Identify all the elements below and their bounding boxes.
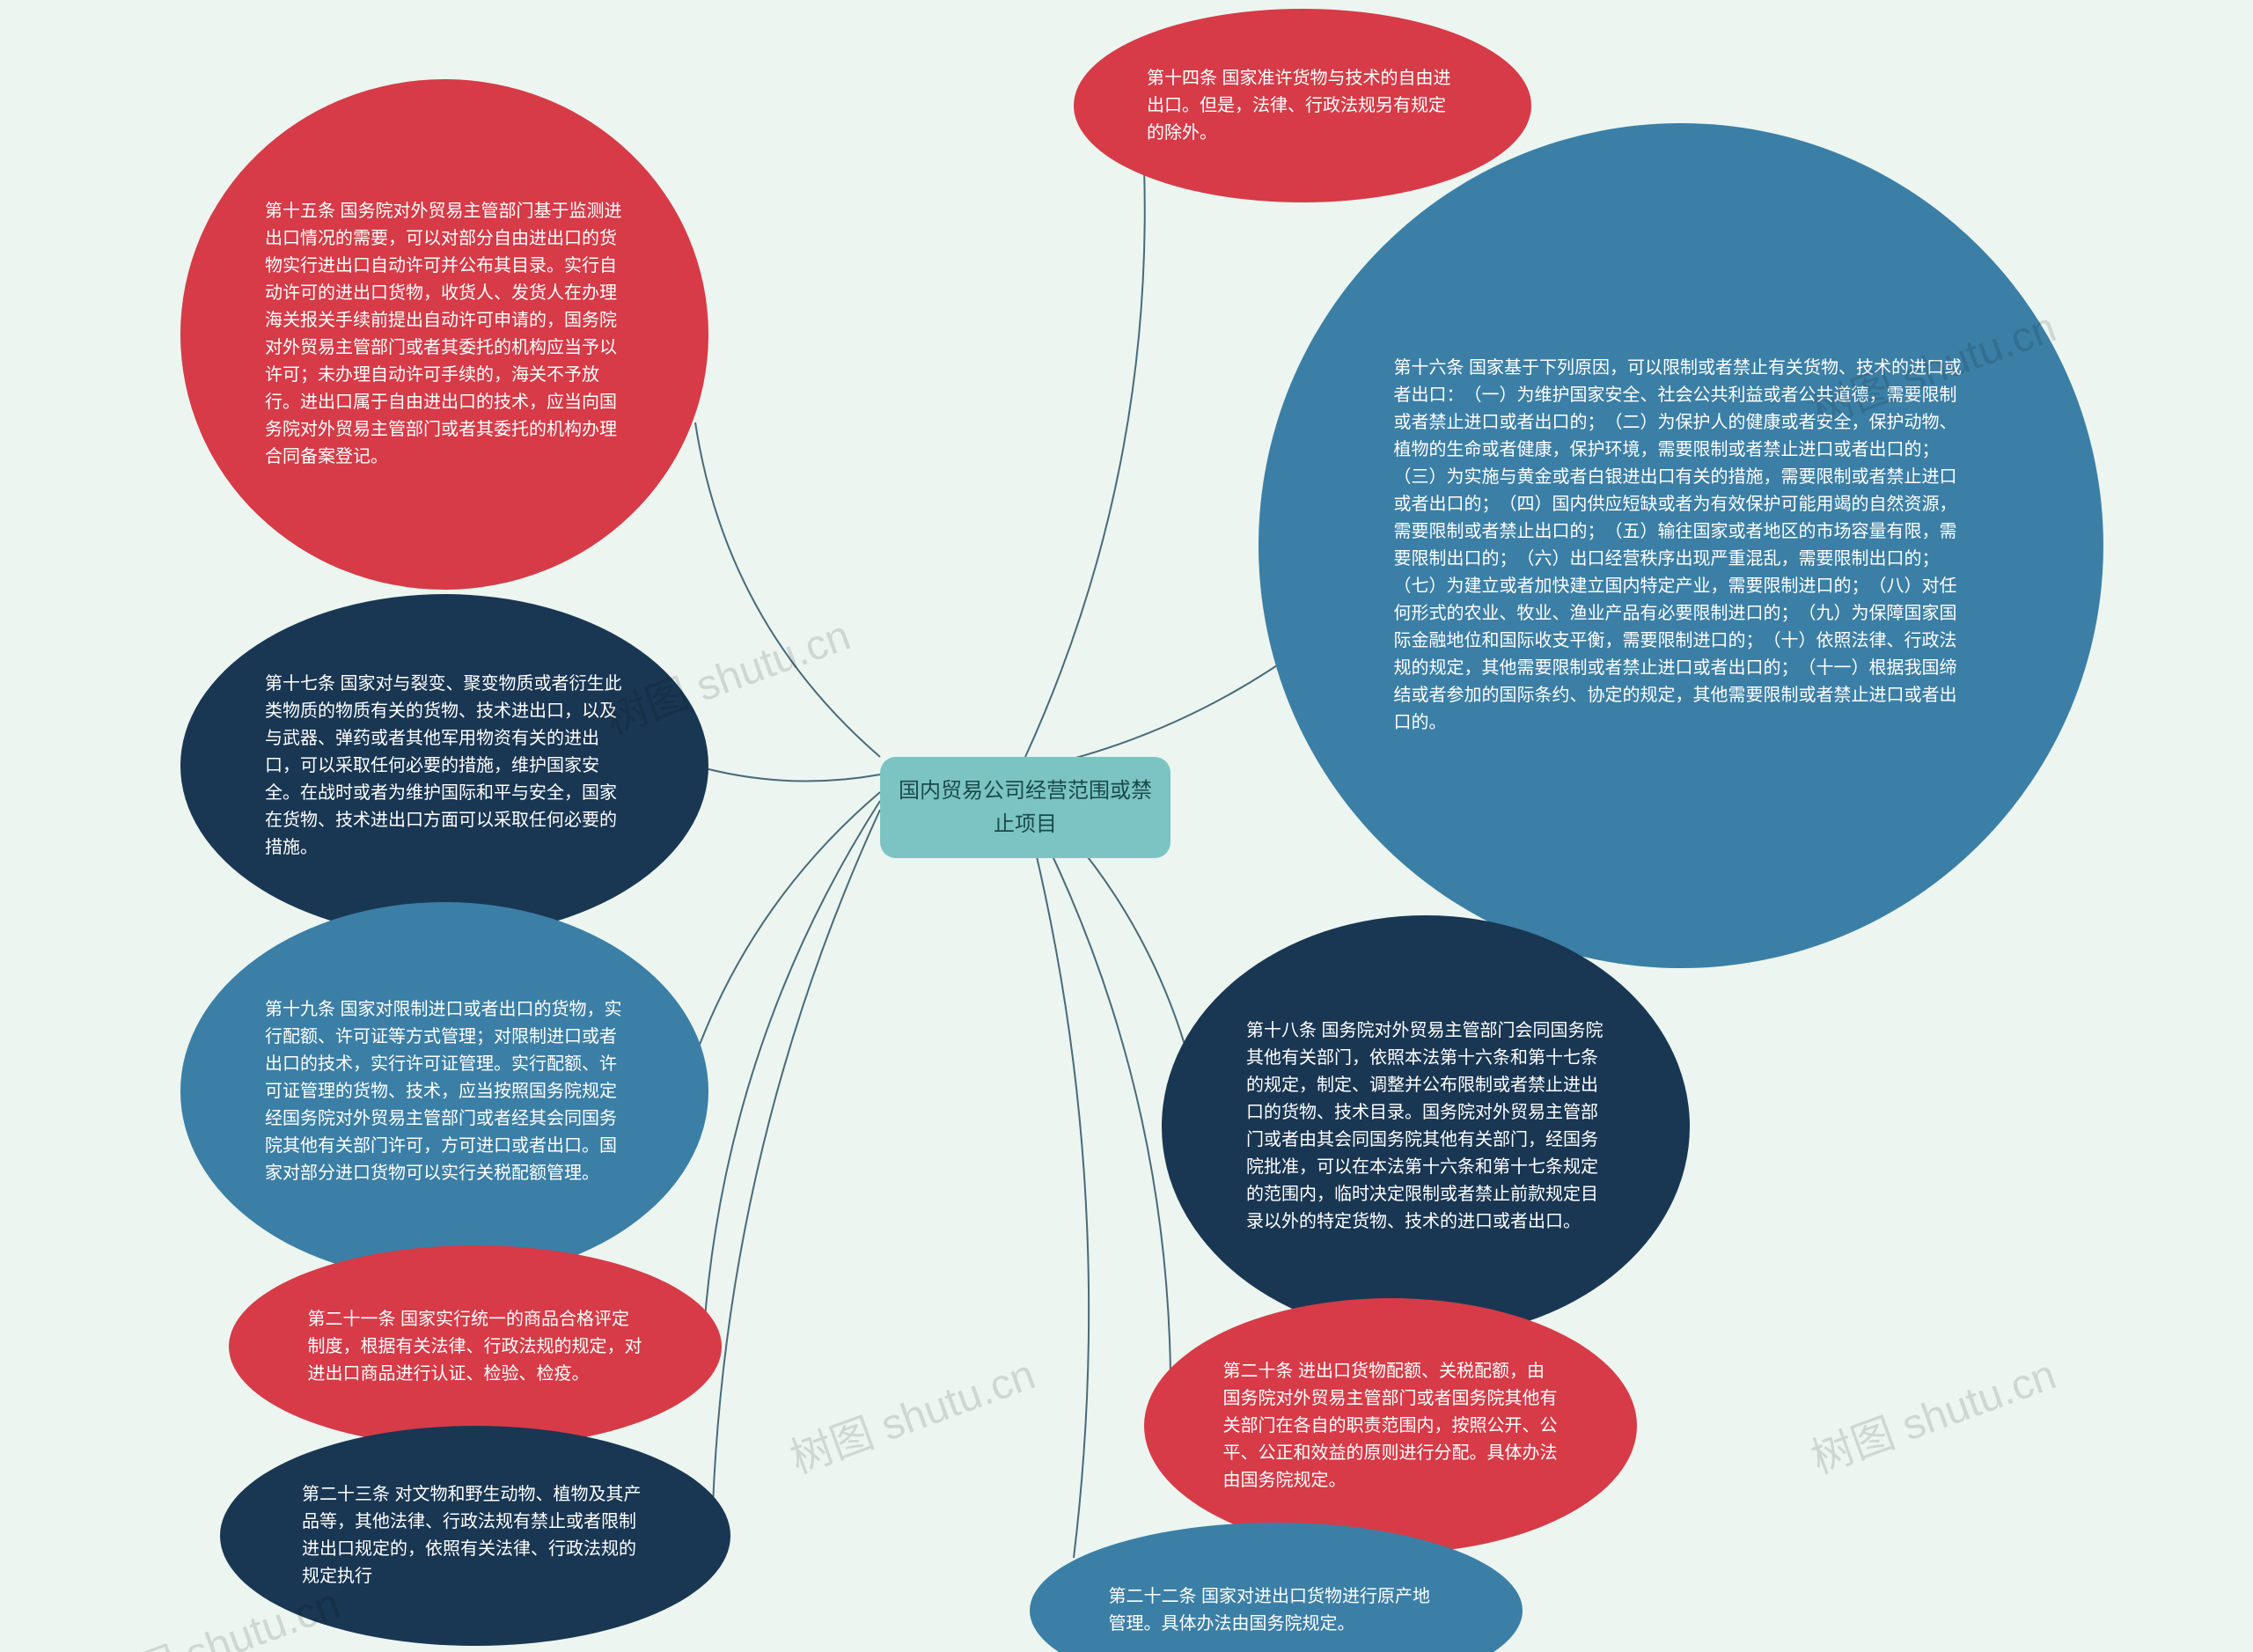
connector xyxy=(1025,810,1089,1558)
mindmap-node-n21: 第二十一条 国家实行统一的商品合格评定制度，根据有关法律、行政法规的规定，对进出… xyxy=(229,1245,722,1448)
mindmap-node-n23: 第二十三条 对文物和野生动物、植物及其产品等，其他法律、行政法规有禁止或者限制进… xyxy=(220,1426,730,1646)
node-text: 第二十一条 国家实行统一的商品合格评定制度，根据有关法律、行政法规的规定，对进出… xyxy=(290,1289,661,1406)
mindmap-node-n15: 第十五条 国务院对外贸易主管部门基于监测进出口情况的需要，可以对部分自由进出口的… xyxy=(180,79,708,590)
node-text: 第二十二条 国家对进出口货物进行原产地管理。具体办法由国务院规定。 xyxy=(1091,1566,1462,1652)
connector xyxy=(695,766,880,782)
connector xyxy=(695,422,880,757)
connector xyxy=(1025,801,1171,1373)
node-text: 第十五条 国务院对外贸易主管部门基于监测进出口情况的需要，可以对部分自由进出口的… xyxy=(247,180,642,488)
watermark: 树图 shutu.cn xyxy=(1802,1340,2063,1485)
node-text: 第十九条 国家对限制进口或者出口的货物，实行配额、许可证等方式管理；对限制进口或… xyxy=(247,979,642,1205)
node-text: 第十八条 国务院对外贸易主管部门会同国务院其他有关部门，依照本法第十六条和第十七… xyxy=(1229,1000,1623,1253)
mindmap-node-n16: 第十六条 国家基于下列原因，可以限制或者禁止有关货物、技术的进口或者出口： （一… xyxy=(1259,123,2103,968)
connector xyxy=(695,792,880,1056)
watermark: 树图 shutu.cn xyxy=(781,1340,1042,1485)
center-node: 国内贸易公司经营范围或禁止项目 xyxy=(880,757,1171,858)
mindmap-node-n14: 第十四条 国家准许货物与技术的自由进出口。但是，法律、行政法规另有规定的除外。 xyxy=(1074,9,1531,202)
node-text: 第二十三条 对文物和野生动物、植物及其产品等，其他法律、行政法规有禁止或者限制进… xyxy=(284,1464,666,1608)
mindmap-node-n17: 第十七条 国家对与裂变、聚变物质或者衍生此类物质的物质有关的货物、技术进出口，以… xyxy=(180,594,708,937)
connector xyxy=(704,801,880,1329)
mindmap-node-n20: 第二十条 进出口货物配额、关税配额，由国务院对外贸易主管部门或者国务院其他有关部… xyxy=(1144,1298,1637,1553)
connector xyxy=(1025,167,1145,757)
connector xyxy=(713,810,880,1505)
node-text: 第十四条 国家准许货物与技术的自由进出口。但是，法律、行政法规另有规定的除外。 xyxy=(1129,48,1476,165)
mindmap-node-n18: 第十八条 国务院对外贸易主管部门会同国务院其他有关部门，依照本法第十六条和第十七… xyxy=(1162,915,1690,1338)
node-text: 第十七条 国家对与裂变、聚变物质或者衍生此类物质的物质有关的货物、技术进出口，以… xyxy=(247,653,642,879)
connector xyxy=(1025,660,1285,770)
center-node-text: 国内贸易公司经营范围或禁止项目 xyxy=(880,757,1171,857)
node-text: 第二十条 进出口货物配额、关税配额，由国务院对外贸易主管部门或者国务院其他有关部… xyxy=(1206,1340,1576,1512)
node-text: 第十六条 国家基于下列原因，可以限制或者禁止有关货物、技术的进口或者出口： （一… xyxy=(1376,337,1986,754)
mindmap-node-n19: 第十九条 国家对限制进口或者出口的货物，实行配额、许可证等方式管理；对限制进口或… xyxy=(180,902,708,1281)
